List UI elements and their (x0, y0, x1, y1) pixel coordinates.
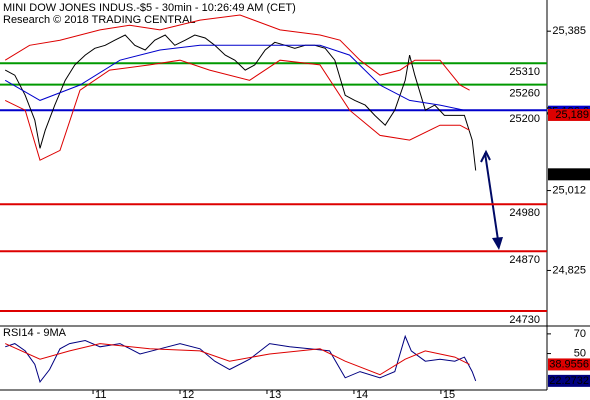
level-label: 25260 (509, 88, 540, 100)
series-line (4, 34, 477, 171)
chart-subtitle: Research © 2018 TRADING CENTRAL (3, 14, 196, 26)
level-label: 24980 (509, 207, 540, 219)
value-tag (548, 374, 590, 387)
price-tag (548, 108, 590, 121)
level-label: 25200 (509, 113, 540, 125)
price-tag (548, 168, 590, 181)
y-tick-label: 70 (574, 328, 586, 340)
x-tick-label: 13 (269, 389, 281, 400)
value-tag-label: 22.2732 (549, 375, 589, 387)
rsi-title: RSI14 - 9MA (3, 327, 67, 339)
y-tick-label: 25,012 (552, 184, 586, 196)
level-label: 24870 (509, 254, 540, 266)
y-tick-label: 25,385 (552, 25, 586, 37)
series-line (4, 59, 470, 161)
level-label: 24730 (509, 314, 540, 326)
series-line (4, 14, 470, 91)
price-tag-label: 25,050 (555, 168, 589, 180)
price-tag-label: 25,189 (555, 109, 589, 121)
arrow-tail (480, 149, 491, 163)
y-tick-label: 24,825 (552, 264, 586, 276)
x-tick-label: 14 (356, 389, 368, 400)
x-tick-label: 11 (95, 389, 106, 400)
x-tick-label: 15 (443, 389, 455, 400)
series-line (4, 44, 465, 111)
x-tick-label: 12 (182, 389, 194, 400)
value-tag-label: 38.9556 (549, 358, 589, 370)
forecast-arrow (484, 152, 499, 241)
series-line (5, 334, 477, 383)
y-tick-label: 50 (574, 347, 586, 359)
chart-title: MINI DOW JONES INDUS.-$5 - 30min - 10:26… (3, 2, 296, 14)
arrow-head (492, 237, 503, 250)
series-line (4, 343, 470, 376)
level-label: 25310 (509, 66, 540, 78)
value-tag (548, 358, 590, 371)
